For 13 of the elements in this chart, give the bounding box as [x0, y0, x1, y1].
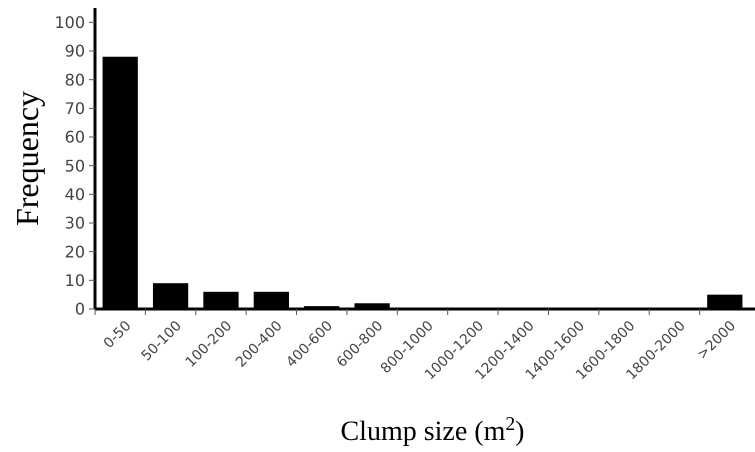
- y-tick-label: 80: [64, 70, 85, 90]
- y-tick-label: 100: [54, 12, 85, 32]
- y-tick-label: 20: [64, 242, 85, 262]
- y-tick-label: 90: [64, 42, 85, 61]
- y-tick-label: 70: [64, 98, 85, 118]
- y-tick-label: 60: [64, 128, 85, 147]
- y-tick-label: 50: [64, 156, 85, 176]
- x-axis-title: Clump size (m$^{2}$): [340, 414, 524, 447]
- y-tick-label: 30: [64, 214, 85, 233]
- y-tick-label: 10: [64, 270, 85, 290]
- y-axis-title: Frequency: [9, 90, 45, 226]
- y-tick-label: 40: [64, 184, 85, 204]
- y-tick-label: 0: [74, 300, 85, 319]
